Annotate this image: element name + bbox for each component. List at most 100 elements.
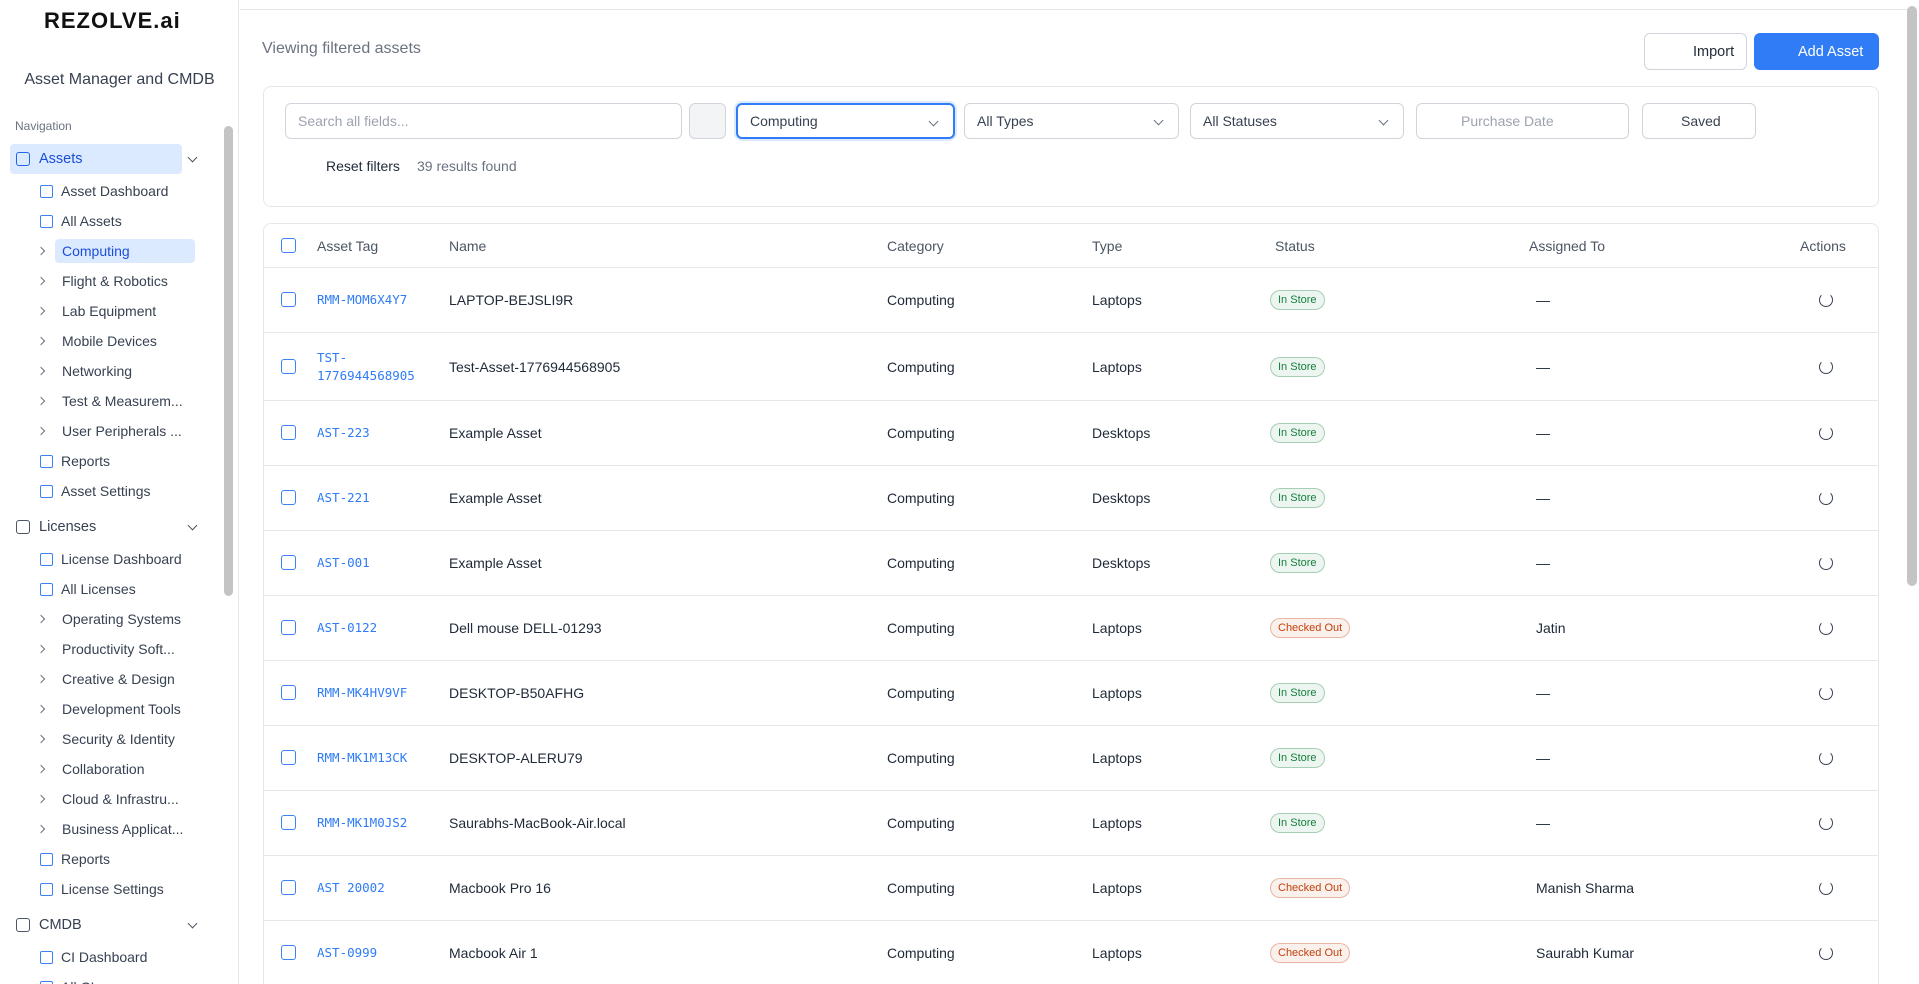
date-filter[interactable]: Purchase Date: [1416, 103, 1629, 139]
nav-item[interactable]: Development Tools: [0, 694, 226, 724]
nav-item-label: Reports: [61, 453, 111, 469]
checkbox[interactable]: [281, 358, 296, 374]
nav-group[interactable]: CMDB: [0, 908, 226, 942]
action-button[interactable]: [1819, 686, 1833, 700]
nav-item[interactable]: Operating Systems: [0, 604, 226, 634]
nav-item[interactable]: License Dashboard: [0, 544, 226, 574]
checkbox[interactable]: [281, 555, 296, 570]
checkbox[interactable]: [281, 685, 296, 700]
asset-tag[interactable]: AST-223: [317, 425, 370, 440]
action-button[interactable]: [1819, 359, 1833, 374]
checkbox[interactable]: [281, 945, 296, 960]
asset-tag[interactable]: RMM-MOM6X4Y7: [317, 292, 408, 307]
asset-tag[interactable]: AST-221: [317, 490, 370, 505]
checkbox[interactable]: [281, 815, 296, 830]
action-button[interactable]: [1819, 556, 1833, 570]
asset-tag[interactable]: RMM-MK4HV9VF: [317, 685, 408, 700]
search-input[interactable]: Search all fields...: [285, 103, 682, 139]
nav-item-label: All CIs: [61, 979, 101, 984]
checkbox[interactable]: [281, 425, 296, 440]
nav-item[interactable]: Reports: [0, 446, 226, 476]
checkbox[interactable]: [281, 292, 296, 307]
nav-item[interactable]: Security & Identity: [0, 724, 226, 754]
icon: [40, 950, 53, 964]
asset-tag[interactable]: AST-0999: [317, 945, 378, 960]
status-badge: Checked Out: [1270, 878, 1351, 898]
nav-group[interactable]: Assets: [0, 142, 226, 176]
nav-group-label: Assets: [39, 151, 83, 167]
nav-group[interactable]: Licenses: [0, 510, 226, 544]
checkbox[interactable]: [281, 237, 296, 253]
nav-item[interactable]: Test & Measurem...: [0, 386, 226, 416]
asset-tag[interactable]: AST-001: [317, 555, 370, 570]
import-button[interactable]: Import: [1644, 33, 1747, 70]
nav-item[interactable]: Business Applicat...: [0, 814, 226, 844]
table-row: RMM-MK1M13CK DESKTOP-ALERU79 Computing Lapt…: [264, 726, 1878, 791]
table-row: AST-221 Example Asset Computing Desktops In …: [264, 466, 1878, 531]
scrollbar[interactable]: [1907, 6, 1917, 586]
action-button[interactable]: [1819, 293, 1833, 307]
nav-item[interactable]: Lab Equipment: [0, 296, 226, 326]
reset-filters[interactable]: Reset filters: [326, 158, 400, 174]
cell-text: Desktops: [1092, 555, 1151, 571]
chevron: [36, 674, 46, 684]
add-asset-button[interactable]: Add Asset: [1754, 33, 1879, 70]
nav-item[interactable]: All Assets: [0, 206, 226, 236]
column-header: Status: [1275, 237, 1315, 254]
nav-item[interactable]: CI Dashboard: [0, 942, 226, 972]
nav-item[interactable]: Asset Dashboard: [0, 176, 226, 206]
type-select[interactable]: All Types: [964, 103, 1179, 139]
nav-item[interactable]: All CIs: [0, 972, 226, 984]
value: Saved: [1681, 113, 1721, 129]
nav-item[interactable]: User Peripherals ...: [0, 416, 226, 446]
nav-item[interactable]: Asset Settings: [0, 476, 226, 506]
nav-item[interactable]: Mobile Devices: [0, 326, 226, 356]
label: Add Asset: [1798, 43, 1864, 60]
asset-tag[interactable]: AST-0122: [317, 620, 378, 635]
asset-tag[interactable]: RMM-MK1M13CK: [317, 750, 408, 765]
table-row: AST-0999 Macbook Air 1 Computing Laptops Che…: [264, 921, 1878, 984]
cell-text: Laptops: [1092, 945, 1142, 961]
chevron: [36, 276, 46, 286]
nav-item[interactable]: Networking: [0, 356, 226, 386]
action-button[interactable]: [1819, 426, 1833, 440]
nav-item[interactable]: All Licenses: [0, 574, 226, 604]
action-button[interactable]: [1819, 946, 1833, 960]
checkbox[interactable]: [281, 620, 296, 635]
nav-item[interactable]: License Settings: [0, 874, 226, 904]
search-button[interactable]: [689, 103, 726, 139]
nav-item[interactable]: Flight & Robotics: [0, 266, 226, 296]
nav-item-label: Collaboration: [62, 761, 145, 777]
checkbox[interactable]: [281, 490, 296, 505]
cell-text: Manish Sharma: [1536, 880, 1635, 896]
status-badge: In Store: [1270, 290, 1325, 310]
action-button[interactable]: [1819, 621, 1833, 635]
cell-text: —: [1536, 750, 1550, 766]
cell-text: Laptops: [1092, 685, 1142, 701]
icon: [40, 214, 53, 228]
checkbox[interactable]: [281, 880, 296, 895]
asset-tag[interactable]: RMM-MK1M0JS2: [317, 815, 408, 830]
action-button[interactable]: [1819, 491, 1833, 505]
nav-item[interactable]: Computing: [0, 236, 226, 266]
nav-item[interactable]: Collaboration: [0, 754, 226, 784]
action-button[interactable]: [1819, 751, 1833, 765]
scrollbar[interactable]: [224, 126, 233, 596]
nav-item[interactable]: Reports: [0, 844, 226, 874]
saved-button[interactable]: Saved: [1642, 103, 1756, 139]
nav-item[interactable]: Productivity Soft...: [0, 634, 226, 664]
status-select[interactable]: All Statuses: [1190, 103, 1404, 139]
table-row: TST-1776944568905 Test-Asset-177694456890…: [264, 333, 1878, 401]
cell-text: Desktops: [1092, 490, 1151, 506]
nav-item[interactable]: Cloud & Infrastru...: [0, 784, 226, 814]
asset-tag[interactable]: TST-1776944568905: [317, 349, 415, 383]
nav-item[interactable]: Creative & Design: [0, 664, 226, 694]
table-row: RMM-MOM6X4Y7 LAPTOP-BEJSLI9R Computing Lapt…: [264, 268, 1878, 333]
cell-text: Computing: [887, 685, 955, 701]
category-select[interactable]: Computing: [736, 103, 955, 139]
asset-tag[interactable]: AST 20002: [317, 880, 385, 895]
action-button[interactable]: [1819, 881, 1833, 895]
checkbox[interactable]: [281, 750, 296, 765]
chevron: [187, 918, 198, 929]
action-button[interactable]: [1819, 816, 1833, 830]
